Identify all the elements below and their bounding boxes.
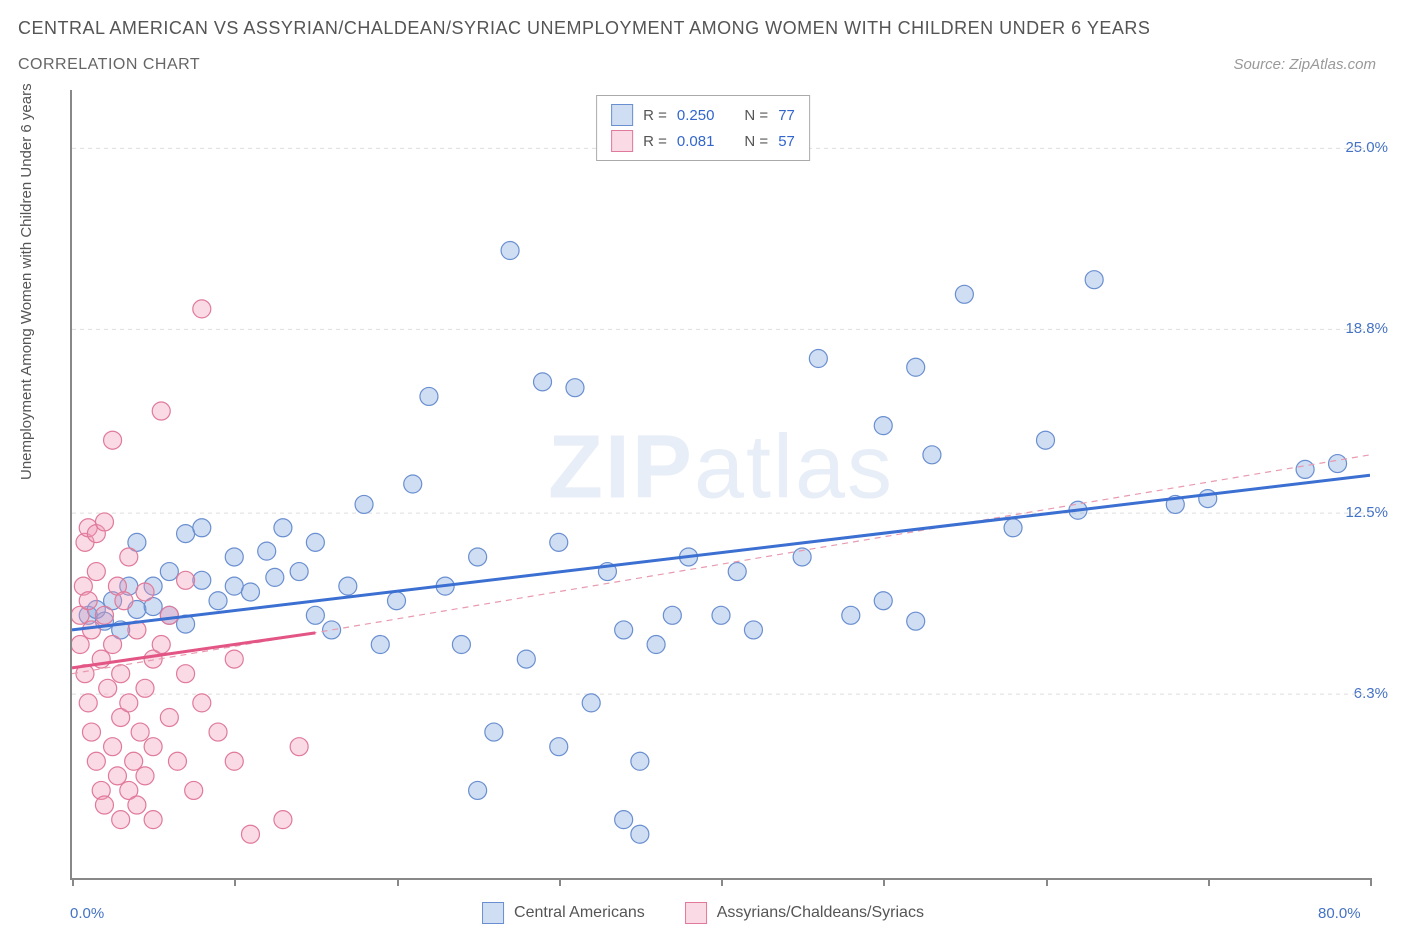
source-attribution: Source: ZipAtlas.com: [1233, 56, 1376, 73]
legend-row-series-0: R = 0.250 N = 77: [611, 102, 795, 128]
legend-swatch-bottom-0: [482, 902, 504, 924]
legend-n-value-0: 77: [778, 107, 795, 124]
legend-swatch-1: [611, 130, 633, 152]
legend-swatch-0: [611, 104, 633, 126]
correlation-legend: R = 0.250 N = 77 R = 0.081 N = 57: [596, 95, 810, 161]
xtick: [234, 878, 236, 886]
legend-r-label: R =: [643, 107, 667, 124]
chart-title: CENTRAL AMERICAN VS ASSYRIAN/CHALDEAN/SY…: [18, 18, 1150, 39]
legend-swatch-bottom-1: [685, 902, 707, 924]
xtick: [721, 878, 723, 886]
legend-label-0: Central Americans: [514, 904, 645, 922]
chart-svg: [72, 90, 1370, 878]
xtick: [397, 878, 399, 886]
xtick: [1208, 878, 1210, 886]
legend-item-0: Central Americans: [482, 902, 645, 924]
series-legend: Central Americans Assyrians/Chaldeans/Sy…: [482, 902, 924, 924]
xtick: [1046, 878, 1048, 886]
legend-n-value-1: 57: [778, 133, 795, 150]
y-axis-label: Unemployment Among Women with Children U…: [18, 83, 35, 480]
legend-n-label: N =: [744, 107, 768, 124]
xtick: [1370, 878, 1372, 886]
xtick-label: 80.0%: [1318, 905, 1361, 922]
legend-r-value-1: 0.081: [677, 133, 715, 150]
legend-row-series-1: R = 0.081 N = 57: [611, 128, 795, 154]
plot-area: ZIPatlas: [70, 90, 1370, 880]
legend-n-label: N =: [744, 133, 768, 150]
chart-subtitle: CORRELATION CHART: [18, 56, 200, 74]
legend-label-1: Assyrians/Chaldeans/Syriacs: [717, 904, 924, 922]
xtick-label: 0.0%: [70, 905, 104, 922]
xtick: [883, 878, 885, 886]
legend-item-1: Assyrians/Chaldeans/Syriacs: [685, 902, 924, 924]
legend-r-label: R =: [643, 133, 667, 150]
legend-r-value-0: 0.250: [677, 107, 715, 124]
xtick: [559, 878, 561, 886]
xtick: [72, 878, 74, 886]
